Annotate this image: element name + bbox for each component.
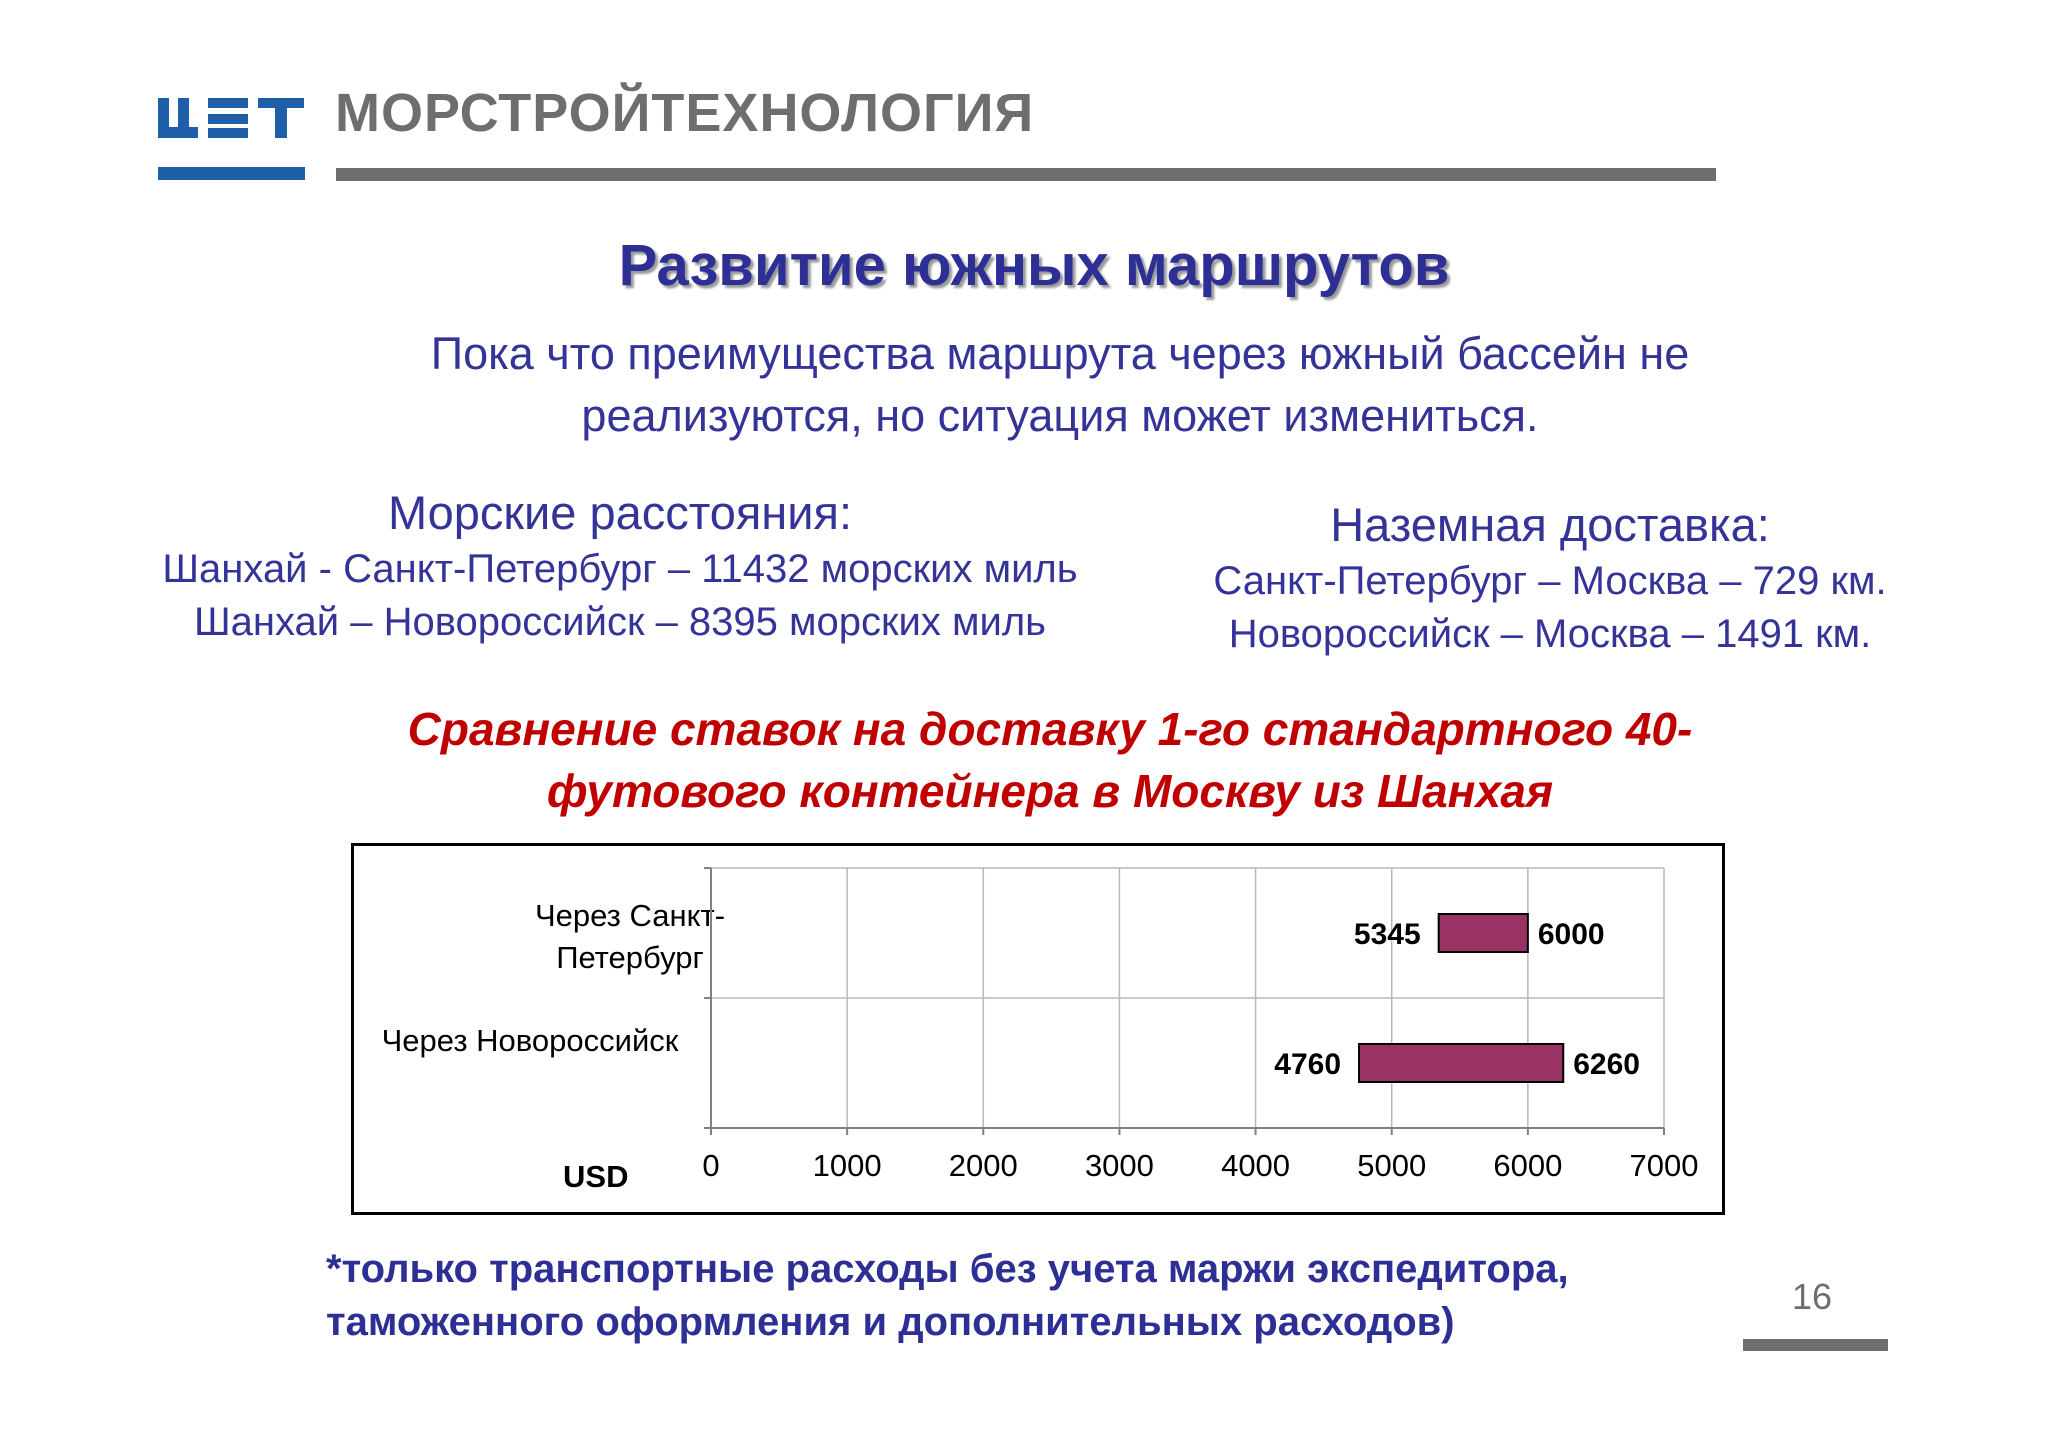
range-low-label-1: 4760: [1274, 1048, 1341, 1081]
x-tick-label-2: 2000: [949, 1148, 1018, 1183]
x-tick-label-7: 7000: [1630, 1148, 1699, 1183]
header-divider: [336, 168, 1716, 181]
x-tick-label-6: 6000: [1493, 1148, 1562, 1183]
land-line-1: Санкт-Петербург – Москва – 729 км.: [1213, 559, 1887, 603]
x-axis-label: USD: [563, 1159, 629, 1194]
chart-title: Сравнение ставок на доставку 1-го станда…: [300, 698, 1800, 822]
x-tick-label-5: 5000: [1357, 1148, 1426, 1183]
sea-line-2: Шанхай – Новороссийск – 8395 морских мил…: [193, 600, 1046, 644]
page-number: 16: [1792, 1276, 1833, 1317]
land-delivery: Наземная доставка: Санкт-Петербург – Мос…: [1150, 495, 1950, 661]
subtitle-line-2: реализуются, но ситуация может изменитьс…: [581, 390, 1539, 441]
x-tick-label-4: 4000: [1221, 1148, 1290, 1183]
range-bar-1: [1358, 1043, 1565, 1083]
page-number-underline: [1743, 1339, 1888, 1351]
land-line-2: Новороссийск – Москва – 1491 км.: [1228, 612, 1872, 656]
range-high-label-1: 6260: [1573, 1048, 1640, 1081]
company-name: МОРСТРОЙТЕХНОЛОГИЯ: [335, 83, 1035, 143]
chart-title-line-2: футового контейнера в Москву из Шанхая: [546, 765, 1554, 817]
x-tick-label-3: 3000: [1085, 1148, 1154, 1183]
sea-line-1: Шанхай - Санкт-Петербург – 11432 морских…: [162, 547, 1078, 591]
sea-heading: Морские расстояния:: [387, 486, 853, 539]
chart-plot: 0 1000 2000 3000 4000 5000 6000 7000 5345 6000 476…: [702, 867, 1699, 1183]
x-tick-label-1: 1000: [813, 1148, 882, 1183]
footnote: *только транспортные расходы без учета м…: [326, 1243, 1569, 1349]
range-high-label-0: 6000: [1538, 918, 1605, 951]
sea-distances: Морские расстояния: Шанхай - Санкт-Петер…: [80, 483, 1160, 649]
land-heading: Наземная доставка:: [1330, 498, 1770, 551]
subtitle-line-1: Пока что преимущества маршрута через южн…: [430, 328, 1690, 379]
category-label-spb: Через Санкт- Петербург: [534, 898, 726, 975]
chart-title-line-1: Сравнение ставок на доставку 1-го станда…: [407, 703, 1693, 755]
range-bar-0: [1437, 913, 1529, 953]
company-logo: [158, 98, 305, 180]
footnote-line-2: таможенного оформления и дополнительных …: [326, 1300, 1455, 1344]
x-tick-label-0: 0: [702, 1148, 719, 1183]
footnote-line-1: *только транспортные расходы без учета м…: [326, 1247, 1569, 1291]
rate-comparison-chart: Через Санкт- Петербург Через Новороссийс…: [351, 843, 1725, 1215]
slide-subtitle: Пока что преимущества маршрута через южн…: [300, 323, 1820, 447]
category-label-novorossiysk: Через Новороссийск: [381, 1023, 679, 1058]
slide-title: Развитие южных маршрутов: [618, 233, 1450, 298]
range-low-label-0: 5345: [1354, 918, 1421, 951]
